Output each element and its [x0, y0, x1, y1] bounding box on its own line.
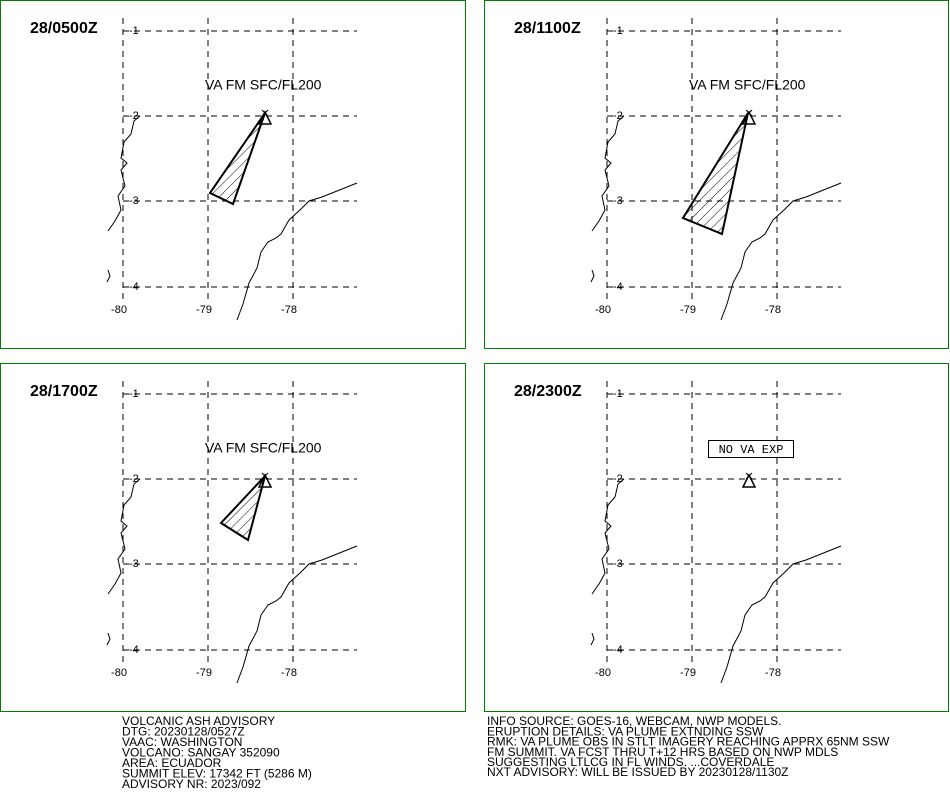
map-panel: -1 -2 -3 -4-80 -79 -78 28/0500Z VA FM SFC/FL200	[0, 0, 466, 349]
valid-time: 28/1700Z	[30, 383, 98, 400]
ash-plume	[219, 475, 266, 542]
advisory-line: DTG: 20230128/0527Z	[122, 725, 245, 739]
advisory-line: AREA: ECUADOR	[122, 756, 222, 770]
volcano-symbol	[257, 110, 273, 125]
panel-border	[484, 0, 949, 349]
advisory-line: SUGGESTING LTLCG IN FL WINDS. ...COVERDA…	[487, 755, 774, 769]
map-panel: -1 -2 -3 -4-80 -79 -78 28/1100Z VA FM SFC/FL200	[484, 0, 949, 349]
coastline	[590, 269, 595, 283]
longitude-label: -79	[196, 667, 212, 679]
advisory-line: RMK: VA PLUME OBS IN STLT IMAGERY REACHI…	[487, 735, 890, 749]
latitude-label: -4	[129, 281, 139, 293]
latitude-label: -3	[613, 558, 623, 570]
map-panel: -1 -2 -3 -4-80 -79 -78 28/2300Z NO VA EXP	[484, 363, 949, 712]
panel-border	[0, 0, 466, 349]
latitude-label: -2	[129, 473, 139, 485]
advisory-line: VAAC: WASHINGTON	[122, 735, 242, 749]
ash-plume	[681, 112, 749, 236]
advisory-line: VOLCANIC ASH ADVISORY	[122, 714, 275, 728]
coastline	[107, 115, 141, 232]
latitude-label: -1	[129, 388, 139, 400]
coastline	[590, 632, 595, 646]
ash-plume	[208, 112, 266, 206]
volcano-summit	[261, 472, 269, 480]
advisory-line: SUMMIT ELEV: 17342 FT (5286 M)	[122, 767, 312, 781]
panel-border	[484, 363, 949, 712]
advisory-line: ERUPTION DETAILS: VA PLUME EXTNDING SSW	[487, 724, 764, 738]
latitude-label: -1	[613, 388, 623, 400]
latitude-label: -2	[613, 110, 623, 122]
longitude-label: -79	[196, 304, 212, 316]
longitude-label: -78	[281, 304, 297, 316]
volcano-summit	[745, 472, 753, 480]
volcano-symbol	[741, 473, 757, 488]
longitude-label: -78	[765, 667, 781, 679]
latitude-label: -2	[613, 473, 623, 485]
latitude-label: -4	[129, 644, 139, 656]
advisory-line: NXT ADVISORY: WILL BE ISSUED BY 20230128…	[487, 765, 789, 779]
latitude-label: -1	[129, 25, 139, 37]
longitude-label: -80	[111, 667, 127, 679]
advisory-line: INFO SOURCE: GOES-16, WEBCAM, NWP MODELS…	[487, 714, 782, 728]
latitude-label: -4	[613, 644, 623, 656]
longitude-label: -79	[680, 667, 696, 679]
longitude-label: -80	[595, 667, 611, 679]
terrain-line	[720, 545, 842, 684]
latitude-label: -3	[613, 195, 623, 207]
valid-time: 28/2300Z	[514, 383, 582, 400]
coastline	[107, 478, 141, 595]
longitude-label: -78	[765, 304, 781, 316]
advisory-line: FM SUMMIT. VA FCST THRU T+12 HRS BASED O…	[487, 745, 838, 759]
valid-time: 28/1100Z	[514, 20, 581, 37]
latitude-label: -1	[613, 25, 623, 37]
panel-border	[0, 363, 466, 712]
latitude-label: -4	[613, 281, 623, 293]
coastline	[106, 632, 111, 646]
advisory-line: VOLCANO: SANGAY 352090	[122, 746, 280, 760]
latitude-label: -3	[129, 195, 139, 207]
longitude-label: -79	[680, 304, 696, 316]
plume-label: VA FM SFC/FL200	[689, 77, 806, 93]
terrain-line	[236, 182, 358, 321]
latitude-label: -3	[129, 558, 139, 570]
coastline	[591, 115, 625, 232]
longitude-label: -80	[111, 304, 127, 316]
volcano-summit	[261, 109, 269, 117]
volcano-symbol	[741, 110, 757, 125]
volcano-symbol	[257, 473, 273, 488]
map-panel: -1 -2 -3 -4-80 -79 -78 28/1700Z VA FM SFC/FL200	[0, 363, 466, 712]
valid-time: 28/0500Z	[30, 20, 98, 37]
terrain-line	[236, 545, 358, 684]
advisory-line: ADVISORY NR: 2023/092	[122, 777, 261, 791]
label-box	[708, 440, 794, 458]
coastline	[106, 269, 111, 283]
plume-label: NO VA EXP	[719, 443, 784, 457]
plume-label: VA FM SFC/FL200	[205, 77, 322, 93]
latitude-label: -2	[129, 110, 139, 122]
coastline	[591, 478, 625, 595]
longitude-label: -80	[595, 304, 611, 316]
longitude-label: -78	[281, 667, 297, 679]
terrain-line	[720, 182, 842, 321]
plume-label: VA FM SFC/FL200	[205, 440, 322, 456]
volcano-summit	[745, 109, 753, 117]
